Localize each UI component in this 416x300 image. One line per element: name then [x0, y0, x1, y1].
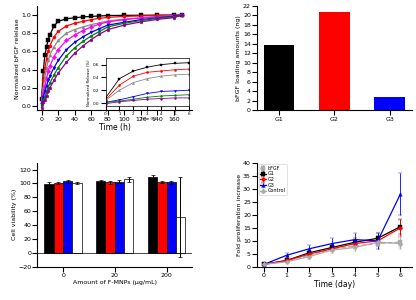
Bar [157, 182, 166, 253]
Bar [45, 184, 54, 253]
Bar [96, 182, 106, 253]
Bar [166, 182, 176, 253]
Y-axis label: Cell viability (%): Cell viability (%) [12, 189, 17, 241]
Bar [124, 179, 134, 253]
X-axis label: Amount of F-MNPs (μg/mL): Amount of F-MNPs (μg/mL) [73, 280, 157, 285]
Y-axis label: bFGF loading amounts (ng): bFGF loading amounts (ng) [236, 15, 242, 101]
Y-axis label: Fold proliferation increase: Fold proliferation increase [237, 174, 242, 256]
Bar [54, 183, 63, 253]
Y-axis label: Normalized bFGF relelase: Normalized bFGF relelase [15, 18, 20, 98]
Bar [106, 182, 115, 253]
Legend: bFGF, G1, G2, G3, Control: bFGF, G1, G2, G3, Control [259, 164, 287, 195]
Bar [115, 182, 124, 253]
X-axis label: Time (day): Time (day) [314, 280, 355, 289]
X-axis label: Time (h): Time (h) [99, 123, 131, 132]
Bar [176, 217, 185, 253]
Bar [63, 182, 72, 253]
Bar [264, 45, 295, 110]
Bar [319, 12, 350, 110]
Bar [72, 183, 82, 253]
Bar [374, 97, 405, 110]
Bar [148, 177, 157, 253]
